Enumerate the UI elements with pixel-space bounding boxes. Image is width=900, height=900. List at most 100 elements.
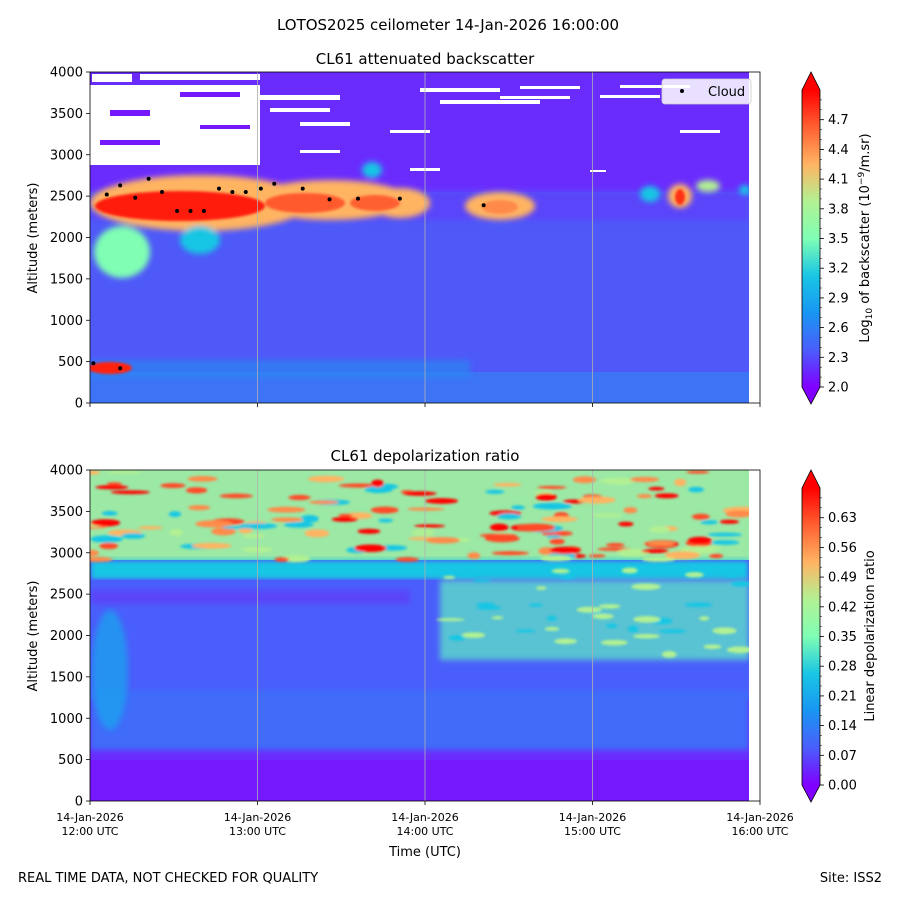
cloud-legend-marker (680, 89, 684, 93)
cloud-point (146, 176, 151, 181)
colorbar-tick-label: 0.49 (828, 571, 857, 586)
depol-speckle (541, 516, 578, 523)
depol-speckle (461, 632, 486, 639)
depol-speckle (559, 574, 576, 580)
depol-speckle (364, 486, 393, 493)
depol-speckle (160, 483, 186, 489)
x-tick-label: 14-Jan-2026 (391, 811, 459, 824)
depol-speckle (617, 548, 649, 557)
depol-speckle (110, 490, 151, 495)
figure-title: LOTOS2025 ceilometer 14-Jan-2026 16:00:0… (277, 16, 619, 34)
cloud-point (327, 197, 332, 202)
depol-speckle (191, 542, 232, 549)
cloud-point (118, 183, 123, 188)
depol-speckle (605, 542, 625, 547)
cloud-point (243, 189, 248, 194)
depol-speckle (647, 540, 676, 547)
backscatter-ylabel: Altitude (meters) (26, 183, 41, 294)
colorbar-tick-label: 4.7 (828, 113, 849, 128)
depol-speckle (425, 537, 461, 544)
depol-speckle (592, 513, 624, 518)
depolarization-title: CL61 depolarization ratio (331, 447, 520, 465)
x-tick-label: 13:00 UTC (229, 825, 286, 838)
y-tick-label: 3500 (50, 107, 83, 122)
colorbar-tick-label: 3.8 (828, 202, 849, 217)
depol-speckle (664, 551, 701, 560)
depol-speckle (90, 470, 101, 475)
y-tick-label: 2500 (50, 190, 83, 205)
depol-speckle (137, 526, 163, 530)
depol-speckle (99, 542, 119, 550)
colorbar-tick-label: 0.07 (828, 749, 857, 764)
depol-speckle (598, 604, 621, 609)
depol-speckle (221, 525, 247, 530)
cloud-point (91, 361, 96, 366)
depol-speckle (535, 586, 547, 590)
depol-speckle (106, 482, 122, 486)
depol-speckle (726, 646, 749, 654)
y-tick-label: 4000 (50, 464, 83, 479)
x-axis-label: Time (UTC) (388, 845, 461, 860)
depol-speckle (288, 494, 311, 501)
depol-speckle (101, 511, 118, 516)
backscatter-colorbar-label: Log10 of backscatter (10−9/m.sr) (857, 133, 875, 342)
depol-speckle (712, 627, 737, 635)
depol-speckle (572, 476, 597, 484)
depol-speckle (686, 470, 710, 474)
depol-speckle (479, 533, 517, 538)
depol-speckle (600, 639, 628, 646)
depol-speckle (371, 479, 384, 488)
depol-speckle (578, 496, 616, 504)
y-tick-label: 3000 (50, 546, 83, 561)
x-tick-label: 14-Jan-2026 (559, 811, 627, 824)
colorbar-tick-label: 0.56 (828, 541, 857, 556)
depol-speckle (491, 551, 529, 556)
depol-speckle (497, 513, 522, 520)
y-tick-label: 0 (75, 795, 83, 810)
depol-speckle (549, 538, 565, 545)
cloud-point (104, 192, 109, 197)
y-tick-label: 1000 (50, 314, 83, 329)
depol-speckle (425, 498, 459, 504)
cloud-point (188, 209, 193, 214)
depol-speckle (106, 470, 143, 474)
backscatter-colorbar: 2.0 2.3 2.6 2.9 3.2 3.5 3.8 4.1 4.4 4.7 Log10 of … (801, 71, 875, 405)
depol-speckle (407, 507, 445, 511)
depol-speckle (489, 523, 509, 532)
colorbar-tick-label: 0.14 (828, 719, 857, 734)
depol-speckle (636, 494, 653, 499)
cloud-point (258, 186, 263, 191)
depol-speckle (554, 638, 578, 645)
depol-speckle (304, 529, 330, 538)
colorbar-tick-label: 0.42 (828, 600, 857, 615)
depol-speckle (724, 573, 739, 578)
y-tick-label: 2500 (50, 588, 83, 603)
cloud-point (230, 189, 235, 194)
depol-speckle (528, 603, 543, 607)
depol-speckle (448, 634, 466, 641)
y-tick-label: 4000 (50, 66, 83, 81)
depolarization-colorbar-label: Linear depolarization ratio (863, 550, 878, 721)
cloud-legend: Cloud (661, 78, 752, 105)
depol-speckle (491, 616, 504, 620)
depol-speckle (370, 506, 399, 514)
depol-speckle (649, 526, 670, 533)
depol-speckle (654, 493, 679, 499)
depol-speckle (90, 535, 123, 543)
x-tick-label: 14:00 UTC (396, 825, 453, 838)
y-tick-label: 1500 (50, 670, 83, 685)
depol-speckle (443, 575, 456, 579)
backscatter-title: CL61 attenuated backscatter (316, 50, 535, 68)
colorbar-tick-label: 0.35 (828, 630, 857, 645)
colorbar-tick-label: 0.28 (828, 660, 857, 675)
backscatter-field (90, 72, 749, 403)
depol-speckle (551, 568, 570, 574)
depol-speckle (648, 486, 665, 491)
cloud-point (481, 203, 486, 208)
colorbar-tick-label: 0.00 (828, 779, 857, 794)
depol-speckle (515, 629, 535, 633)
quality-disclaimer: REAL TIME DATA, NOT CHECKED FOR QUALITY (18, 871, 318, 886)
depol-speckle (661, 650, 677, 658)
depol-speckle (90, 519, 121, 527)
